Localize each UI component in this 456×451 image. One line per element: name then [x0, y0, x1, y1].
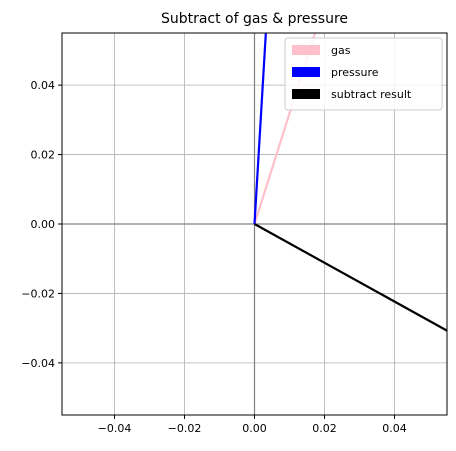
y-tick-label-3: 0.02 [31, 149, 56, 162]
legend-label-gas: gas [331, 44, 351, 57]
series-line-subtract-result [253, 223, 447, 332]
legend-label-pressure: pressure [331, 66, 379, 79]
legend-label-subtract-result: subtract result [331, 88, 412, 101]
x-tick-label-2: 0.00 [242, 422, 267, 435]
legend-swatch-pressure [292, 67, 320, 77]
y-tick-label-1: −0.02 [21, 287, 55, 300]
x-tick-label-4: 0.04 [382, 422, 407, 435]
legend-swatch-subtract-result [292, 89, 320, 99]
axis-ticks: −0.04 −0.02 0.00 0.02 0.04 −0.04 −0.02 0.00 0.02… [21, 79, 406, 435]
chart-title: Subtract of gas & pressure [161, 11, 348, 27]
y-tick-label-0: −0.04 [21, 357, 55, 370]
x-tick-label-3: 0.02 [312, 422, 337, 435]
x-tick-label-0: −0.04 [98, 422, 132, 435]
legend-frame [284, 37, 443, 111]
y-tick-label-2: 0.00 [31, 218, 56, 231]
x-tick-label-1: −0.02 [168, 422, 202, 435]
legend-swatch-gas [292, 45, 320, 55]
series-line-pressure [253, 33, 267, 225]
y-tick-label-4: 0.04 [31, 79, 56, 92]
legend: gas pressure subtract result [284, 37, 443, 111]
